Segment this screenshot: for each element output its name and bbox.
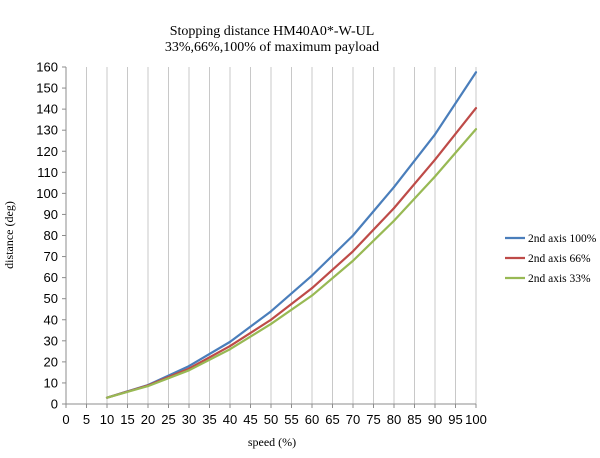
legend-label-1: 2nd axis 100% [528, 233, 597, 245]
x-tick-label-60: 60 [305, 412, 319, 427]
y-tick-label-150: 150 [36, 81, 58, 96]
x-tick-label-35: 35 [202, 412, 216, 427]
series-1-point-80 [392, 185, 396, 189]
series-3-point-60 [310, 294, 314, 297]
y-tick-label-70: 70 [44, 249, 58, 264]
series-3-point-40 [228, 348, 232, 351]
series-lines [105, 71, 478, 399]
y-tick-label-60: 60 [44, 270, 58, 285]
series-3-point-50 [269, 322, 273, 326]
x-tick-label-30: 30 [182, 412, 196, 427]
series-1-point-40 [228, 340, 232, 343]
series-3-point-90 [433, 175, 437, 178]
x-tick-label-70: 70 [346, 412, 360, 427]
y-tick-label-0: 0 [51, 397, 58, 412]
series-3-point-30 [187, 369, 191, 372]
x-tick-label-55: 55 [284, 412, 298, 427]
series-3-point-20 [146, 384, 150, 388]
y-tick-label-10: 10 [44, 375, 58, 390]
x-tick-label-15: 15 [120, 412, 134, 427]
chart-title: Stopping distance HM40A0*-W-UL [170, 24, 375, 39]
series-2-point-80 [392, 207, 396, 210]
axes [62, 66, 477, 408]
y-tick-label-100: 100 [36, 186, 58, 201]
x-tick-label-5: 5 [83, 412, 90, 427]
y-tick-label-30: 30 [44, 333, 58, 348]
y-tick-label-80: 80 [44, 228, 58, 243]
y-tick-label-120: 120 [36, 144, 58, 159]
y-tick-label-160: 160 [36, 60, 58, 75]
series-2-point-40 [228, 344, 232, 348]
x-tick-label-85: 85 [407, 412, 421, 427]
x-tick-label-95: 95 [448, 412, 462, 427]
series-line-3 [106, 128, 477, 399]
series-2-point-50 [269, 318, 273, 321]
chart-subtitle: 33%,66%,100% of maximum payload [165, 40, 379, 55]
y-tick-label-110: 110 [37, 165, 58, 180]
x-tick-label-45: 45 [243, 412, 257, 427]
series-1-point-90 [433, 133, 437, 136]
x-tick-label-25: 25 [161, 412, 175, 427]
x-tick-label-20: 20 [141, 412, 155, 427]
legend-label-2: 2nd axis 66% [528, 253, 591, 265]
series-2-point-90 [433, 158, 437, 161]
x-tick-label-50: 50 [264, 412, 278, 427]
y-tick-label-20: 20 [44, 354, 58, 369]
series-1-point-70 [351, 234, 355, 237]
tick-labels: 0102030405060708090100110120130140150160… [36, 60, 487, 428]
series-3-point-70 [351, 259, 355, 262]
legend-label-3: 2nd axis 33% [528, 273, 591, 285]
x-axis-label: speed (%) [248, 435, 296, 449]
x-tick-label-80: 80 [387, 412, 401, 427]
series-2-point-60 [310, 287, 314, 290]
y-tick-label-50: 50 [44, 291, 58, 306]
grid-lines [86, 67, 477, 404]
series-3-point-100 [474, 128, 478, 131]
x-tick-label-90: 90 [428, 412, 442, 427]
y-tick-label-40: 40 [44, 312, 58, 327]
x-tick-label-75: 75 [366, 412, 380, 427]
y-tick-label-140: 140 [36, 102, 58, 117]
x-tick-label-0: 0 [62, 412, 69, 427]
series-2-point-70 [351, 250, 355, 253]
x-tick-label-65: 65 [325, 412, 339, 427]
series-1-point-60 [310, 274, 314, 277]
y-axis-label: distance (deg) [2, 201, 16, 269]
series-1-point-100 [474, 71, 478, 74]
y-tick-label-130: 130 [36, 123, 58, 138]
series-3-point-80 [392, 219, 396, 222]
legend: 2nd axis 100% 2nd axis 66% 2nd axis 33% [505, 233, 597, 285]
series-1-point-50 [269, 310, 273, 313]
y-tick-label-90: 90 [44, 207, 58, 222]
series-3-point-10 [105, 396, 109, 399]
x-tick-label-10: 10 [100, 412, 114, 427]
x-tick-label-40: 40 [223, 412, 237, 427]
series-2-point-100 [474, 106, 478, 110]
series-1-point-30 [187, 364, 191, 368]
series-line-1 [106, 71, 477, 399]
x-tick-label-100: 100 [465, 412, 487, 427]
